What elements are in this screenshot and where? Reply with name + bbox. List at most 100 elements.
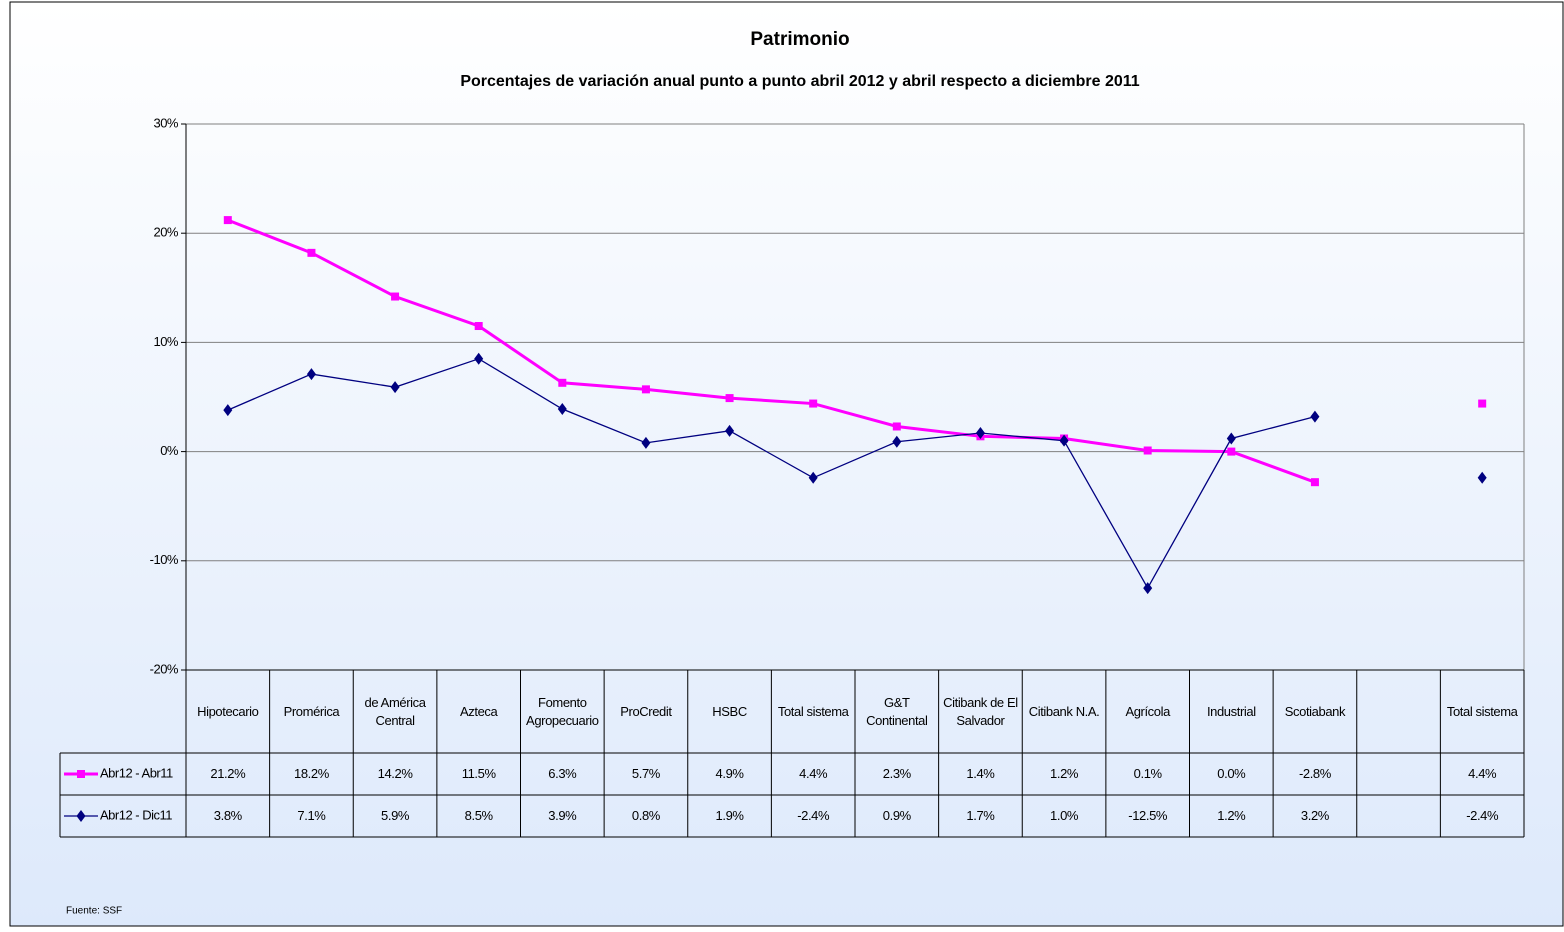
data-label: 4.4% — [799, 766, 828, 782]
x-tick-label-box: Azteca — [460, 703, 498, 719]
data-label — [1357, 753, 1441, 795]
point — [223, 216, 232, 225]
data-label-box — [1357, 795, 1441, 837]
data-label: 1.2% — [1217, 808, 1246, 824]
x-tick-label-box: Total sistema — [777, 703, 849, 719]
data-label: 1.9% — [715, 808, 744, 824]
x-tick-label-box: de América Central — [364, 694, 426, 728]
x-tick-label: de América Central — [364, 694, 426, 728]
y-tick-label: 10% — [153, 334, 178, 349]
data-label-box: 0.8% — [631, 808, 660, 824]
x-tick-label: ProCredit — [620, 703, 672, 719]
data-label-box: 1.4% — [966, 766, 995, 782]
point — [809, 399, 818, 408]
x-tick-label-box: Industrial — [1206, 703, 1256, 719]
x-tick-label-box: Promérica — [283, 703, 340, 719]
point — [223, 404, 233, 417]
data-label: 18.2% — [294, 766, 329, 782]
data-label: 21.2% — [210, 766, 246, 782]
data-label: 6.3% — [548, 766, 577, 782]
legend-label: Abr12 - Dic11 — [100, 807, 172, 822]
point — [1227, 447, 1236, 456]
data-label-box: 0.0% — [1217, 766, 1246, 782]
data-label: 5.9% — [381, 808, 410, 824]
data-label: 14.2% — [377, 766, 413, 782]
point — [1143, 446, 1152, 455]
x-tick-label: Azteca — [460, 703, 498, 719]
x-tick-label: Total sistema — [1446, 703, 1518, 719]
data-label: 2.3% — [882, 766, 911, 782]
data-label: 1.2% — [1050, 766, 1079, 782]
x-tick-label-box: Hipotecario — [197, 703, 259, 719]
x-tick-label-box: G&T Continental — [866, 695, 928, 728]
y-tick-label: 30% — [153, 115, 178, 130]
data-label-box: 4.4% — [799, 766, 828, 782]
data-label: 1.0% — [1050, 808, 1079, 824]
data-label: 0.0% — [1217, 766, 1246, 782]
legend-marker — [76, 810, 86, 822]
data-label: 4.9% — [715, 766, 744, 782]
x-tick-label: Scotiabank — [1284, 703, 1346, 719]
data-label-box: 5.9% — [381, 808, 410, 824]
point — [558, 378, 567, 387]
data-label-box — [1357, 753, 1441, 795]
data-label-box: 4.4% — [1468, 766, 1496, 781]
data-label: 8.5% — [464, 808, 493, 824]
y-tick-label: 20% — [153, 225, 178, 240]
point — [975, 427, 985, 440]
legend-label: Abr12 - Abr11 — [100, 765, 173, 780]
data-label: 3.9% — [548, 808, 577, 824]
x-tick-label-box — [1359, 670, 1439, 753]
chart-title: Patrimonio — [750, 29, 849, 50]
data-label-box: 3.8% — [214, 808, 242, 823]
point — [306, 368, 316, 381]
data-label-box: 3.9% — [548, 808, 577, 824]
x-tick-label: Agrícola — [1125, 703, 1170, 719]
data-label-box: 1.9% — [715, 808, 744, 824]
x-tick-label: Promérica — [283, 703, 340, 719]
data-label: 7.1% — [297, 808, 326, 824]
x-tick-label: Industrial — [1206, 703, 1256, 719]
x-tick-label: HSBC — [712, 703, 747, 719]
x-tick-label-box: ProCredit — [620, 703, 672, 719]
data-label: -2.4% — [797, 808, 830, 824]
data-label-box: 4.9% — [715, 766, 744, 782]
data-label-box: 18.2% — [294, 766, 329, 782]
x-tick-label-box: Citibank N.A. — [1028, 703, 1100, 719]
chart-background — [9, 1, 1564, 927]
data-label: 1.4% — [966, 766, 995, 782]
x-tick-label-box: Total sistema — [1446, 703, 1518, 719]
data-label-box: -2.4% — [1466, 808, 1498, 823]
x-tick-label — [1359, 670, 1439, 753]
point — [892, 422, 901, 431]
x-tick-label: Hipotecario — [197, 703, 259, 719]
data-label-box: 5.7% — [631, 766, 660, 782]
data-label: 5.7% — [631, 766, 660, 782]
data-label-box: 11.5% — [461, 766, 496, 782]
data-label-box: 7.1% — [297, 808, 326, 824]
x-tick-label-box: Agrícola — [1125, 703, 1170, 719]
data-label-box: 14.2% — [377, 766, 413, 782]
data-label: 11.5% — [461, 766, 496, 782]
point — [1226, 432, 1236, 445]
point — [1310, 478, 1319, 487]
data-label: 3.2% — [1300, 808, 1329, 824]
data-label-box: 0.9% — [883, 808, 911, 823]
data-label-box: 1.0% — [1050, 808, 1079, 824]
source-note: Fuente: SSF — [66, 906, 122, 917]
x-tick-label: Citibank N.A. — [1028, 703, 1100, 719]
data-label-box: 1.7% — [966, 808, 994, 823]
point — [641, 385, 650, 394]
data-label-box: 21.2% — [210, 766, 246, 782]
data-label: -2.8% — [1298, 766, 1331, 782]
x-tick-label: Fomento Agropecuario — [526, 694, 599, 728]
point — [1059, 434, 1069, 447]
chart-subtitle: Porcentajes de variación anual punto a p… — [460, 73, 1139, 90]
x-tick-label: Total sistema — [777, 703, 849, 719]
point — [808, 471, 818, 484]
data-label: 0.8% — [631, 808, 660, 824]
data-label-box: 3.2% — [1300, 808, 1329, 824]
data-label: 0.1% — [1133, 766, 1162, 782]
data-label-box: -2.8% — [1298, 766, 1331, 782]
point — [1478, 399, 1487, 408]
